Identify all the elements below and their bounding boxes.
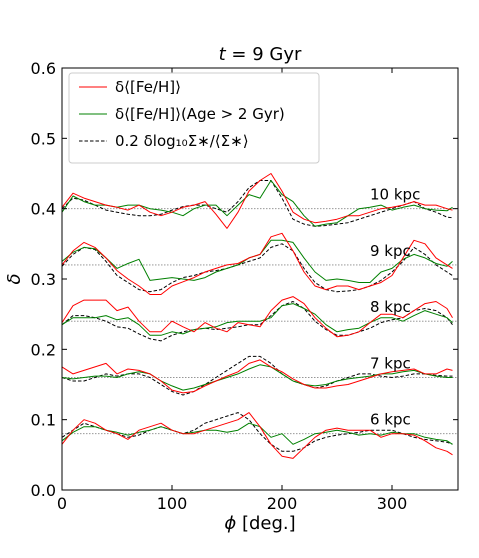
series-line-feh	[61, 173, 453, 229]
series-layer	[61, 173, 453, 459]
series-line-feh_old	[61, 303, 453, 336]
x-axis-label: ϕ [deg.]	[224, 513, 295, 534]
x-tick-label: 200	[267, 494, 298, 513]
radius-label: 7 kpc	[370, 354, 411, 372]
y-tick-label: 0.1	[31, 411, 56, 430]
series-line-feh_old	[61, 180, 453, 227]
group-7-kpc	[61, 355, 453, 396]
series-line-sigma	[61, 412, 453, 452]
legend-label-sigma: 0.2 δlog₁₀Σ∗/⟨Σ∗⟩	[115, 132, 249, 150]
y-tick-label: 0.3	[31, 270, 56, 289]
legend-label-feh_old: δ⟨[Fe/H]⟩(Age > 2 Gyr)	[115, 105, 285, 123]
radius-label: 6 kpc	[370, 411, 411, 429]
y-axis: 0.0 0.1 0.2 0.3 0.4 0.5 0.6	[31, 59, 458, 500]
radius-label: 9 kpc	[370, 242, 411, 260]
y-tick-label: 0.2	[31, 340, 56, 359]
series-line-feh_old	[61, 364, 453, 391]
legend-label-feh: δ⟨[Fe/H]⟩	[115, 78, 181, 96]
y-tick-label: 0.5	[31, 129, 56, 148]
series-line-sigma	[61, 301, 453, 342]
group-6-kpc	[61, 412, 453, 459]
radius-label: 10 kpc	[370, 186, 420, 204]
series-line-sigma	[61, 243, 453, 293]
x-tick-label: 100	[157, 494, 188, 513]
y-axis-label: δ	[4, 273, 25, 284]
y-tick-label: 0.6	[31, 59, 56, 78]
x-axis: 0 100 200 300	[57, 68, 407, 513]
group-8-kpc	[61, 296, 453, 342]
chart-title: t = 9 Gyr	[219, 44, 302, 65]
x-tick-label: 0	[57, 494, 67, 513]
series-line-feh	[61, 296, 453, 338]
radius-labels: 10 kpc 9 kpc 8 kpc 7 kpc 6 kpc	[370, 186, 420, 429]
x-tick-label: 300	[377, 494, 408, 513]
group-9-kpc	[61, 232, 453, 295]
group-10-kpc	[61, 173, 453, 229]
y-tick-label: 0.0	[31, 481, 56, 500]
series-line-feh	[61, 359, 453, 394]
legend-box	[68, 72, 320, 164]
series-line-feh	[61, 412, 453, 459]
radius-label: 8 kpc	[370, 298, 411, 316]
legend: δ⟨[Fe/H]⟩ δ⟨[Fe/H]⟩(Age > 2 Gyr) 0.2 δlog₁…	[68, 72, 320, 164]
y-tick-label: 0.4	[31, 200, 56, 219]
series-line-feh	[61, 232, 453, 295]
